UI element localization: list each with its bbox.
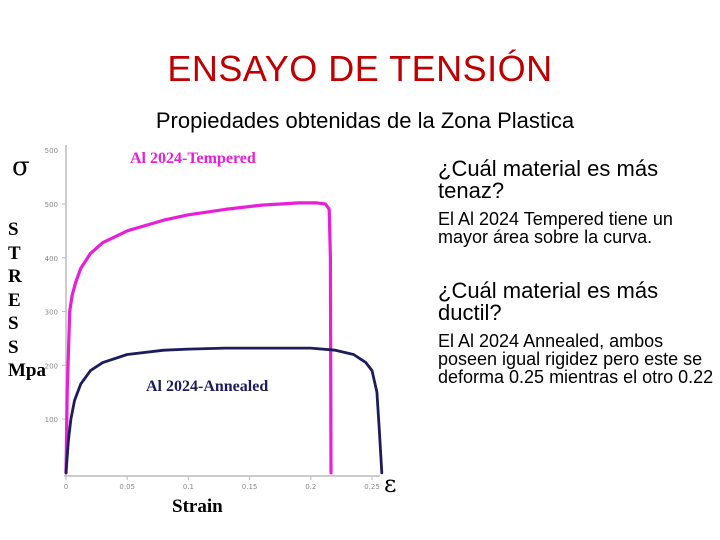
epsilon-symbol: ε xyxy=(384,470,397,498)
x-tick-label: 0 xyxy=(64,483,68,491)
question-toughness: ¿Cuál material es más tenaz? xyxy=(438,158,718,202)
x-tick-label: 0.1 xyxy=(183,483,194,491)
x-tick-label: 0.2 xyxy=(305,483,316,491)
answer-text: El Al 2024 Annealed, ambos poseen igual … xyxy=(438,331,714,387)
answer-ductility: El Al 2024 Annealed, ambos poseen igual … xyxy=(438,332,720,386)
stress-letter: E xyxy=(8,289,21,311)
series-line-tempered xyxy=(64,201,333,475)
stress-letter: S xyxy=(8,219,19,240)
stress-letter: R xyxy=(8,266,22,287)
series-label-annealed: Al 2024-Annealed xyxy=(146,378,269,395)
slide-title: ENSAYO DE TENSIÓN xyxy=(167,48,553,89)
question-text: ¿Cuál material es más tenaz? xyxy=(438,156,659,203)
y-tick-label: 100 xyxy=(45,416,58,424)
stress-unit: Mpa xyxy=(8,360,46,381)
question-ductility: ¿Cuál material es más ductil? xyxy=(438,280,718,324)
y-tick-label: 300 xyxy=(45,309,58,317)
x-tick-label: 0.15 xyxy=(242,483,258,491)
strain-axis-label: Strain xyxy=(172,496,223,517)
sigma-symbol: σ xyxy=(12,152,30,182)
series-line-annealed xyxy=(64,346,384,475)
y-tick-label: 200 xyxy=(45,362,58,370)
answer-text: El Al 2024 Tempered tiene un mayor área … xyxy=(438,209,673,247)
slide-subtitle: Propiedades obtenidas de la Zona Plastic… xyxy=(155,108,575,133)
stress-letter: S xyxy=(8,336,19,358)
x-tick-label: 0.05 xyxy=(119,483,135,491)
series-label-tempered: Al 2024-Tempered xyxy=(130,150,256,167)
answer-toughness: El Al 2024 Tempered tiene un mayor área … xyxy=(438,210,718,246)
y-tick-label: 500 xyxy=(45,147,58,155)
stress-axis-label: S T R E S S Mpa xyxy=(8,218,46,383)
y-tick-label: 500 xyxy=(45,201,58,209)
y-tick-label: 400 xyxy=(45,255,58,263)
stress-letter: S xyxy=(8,313,19,334)
question-text: ¿Cuál material es más ductil? xyxy=(438,278,659,325)
x-tick-label: 0.25 xyxy=(364,483,380,491)
stress-letter: T xyxy=(8,242,21,264)
